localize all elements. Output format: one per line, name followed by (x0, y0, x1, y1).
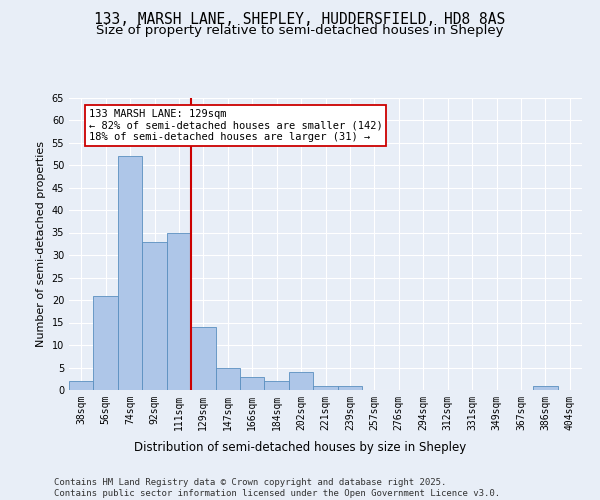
Bar (94, 296, 118, 390)
Bar (69, 381, 94, 390)
Bar (215, 368, 240, 390)
Text: Size of property relative to semi-detached houses in Shepley: Size of property relative to semi-detach… (96, 24, 504, 37)
Bar (338, 386, 362, 390)
Bar (167, 232, 191, 390)
Bar (191, 327, 215, 390)
Text: 133 MARSH LANE: 129sqm
← 82% of semi-detached houses are smaller (142)
18% of se: 133 MARSH LANE: 129sqm ← 82% of semi-det… (89, 109, 382, 142)
Text: Contains HM Land Registry data © Crown copyright and database right 2025.
Contai: Contains HM Land Registry data © Crown c… (54, 478, 500, 498)
Bar (142, 242, 167, 390)
Bar (265, 381, 289, 390)
Text: Distribution of semi-detached houses by size in Shepley: Distribution of semi-detached houses by … (134, 441, 466, 454)
Bar (240, 376, 265, 390)
Bar (313, 386, 338, 390)
Text: 133, MARSH LANE, SHEPLEY, HUDDERSFIELD, HD8 8AS: 133, MARSH LANE, SHEPLEY, HUDDERSFIELD, … (94, 12, 506, 28)
Bar (118, 156, 142, 390)
Y-axis label: Number of semi-detached properties: Number of semi-detached properties (36, 141, 46, 347)
Bar (289, 372, 313, 390)
Bar (533, 386, 557, 390)
